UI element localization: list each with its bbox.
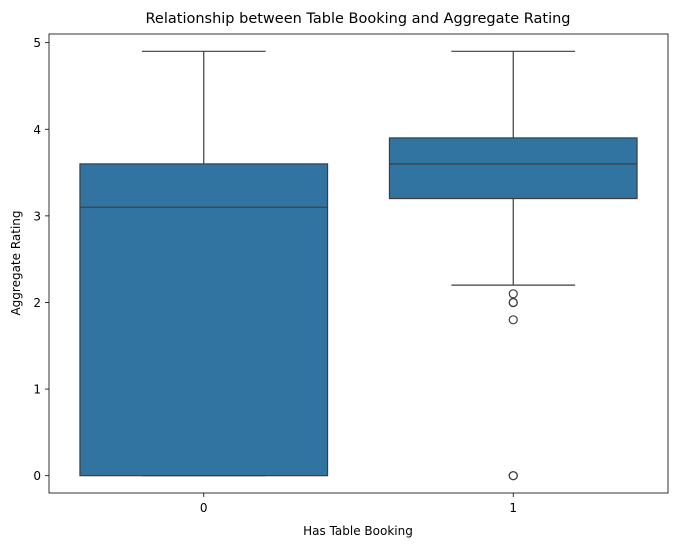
outlier-point	[508, 289, 518, 299]
plot-area: 0 1 2 3 4 5 0 1	[33, 36, 638, 515]
y-tick-label: 1	[33, 383, 41, 397]
y-tick-label: 3	[33, 209, 41, 223]
outlier-point	[508, 315, 518, 325]
y-tick-label: 2	[33, 296, 41, 310]
x-tick-label: 0	[200, 501, 208, 515]
x-tick-label: 1	[509, 501, 517, 515]
outlier-point	[508, 471, 518, 481]
plot-frame	[48, 33, 669, 494]
y-axis-label: Aggregate Rating	[9, 210, 23, 315]
y-tick-label: 5	[33, 36, 41, 50]
y-tick-label: 0	[33, 469, 41, 483]
x-axis-label: Has Table Booking	[303, 524, 413, 538]
chart-title: Relationship between Table Booking and A…	[146, 11, 571, 27]
outlier-point	[508, 297, 518, 308]
box-1	[388, 137, 638, 200]
y-tick-label: 4	[33, 123, 41, 137]
box-0	[79, 163, 329, 477]
